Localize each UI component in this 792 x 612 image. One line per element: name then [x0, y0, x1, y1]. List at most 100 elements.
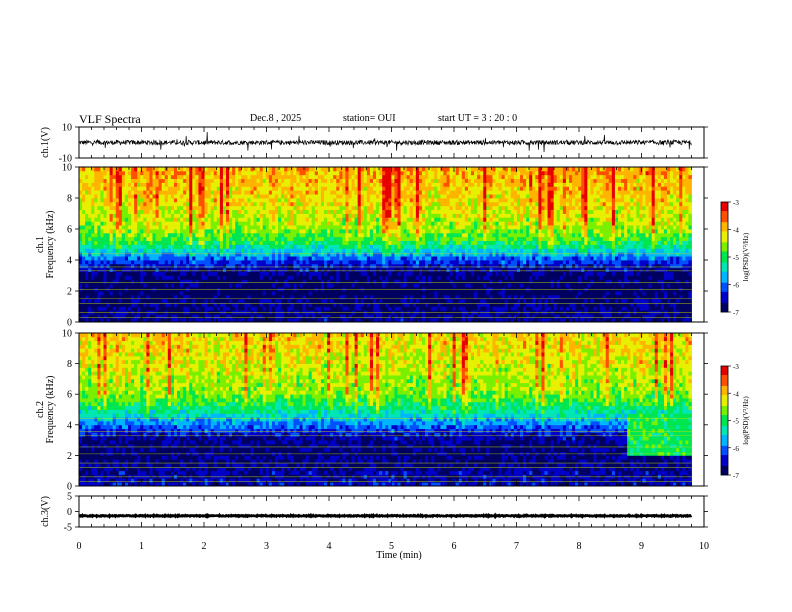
ch1-spectrogram-cell [259, 217, 264, 222]
ch1-spectrogram-cell [314, 291, 319, 296]
ch1-spectrogram-cell [400, 225, 405, 230]
ch1-spectrogram-cell [201, 186, 205, 191]
ch1-spectrogram-cell [330, 302, 334, 307]
ch1-spectrogram-cell [293, 225, 297, 230]
ch1-spectrogram-cell [406, 240, 411, 245]
ch1-spectrogram-cell [446, 201, 450, 207]
ch1-spectrogram-cell [94, 306, 98, 311]
ch1-spectrogram-cell [241, 229, 245, 234]
ch1-spectrogram-cell [382, 232, 386, 238]
ch1-spectrogram-cell [418, 167, 423, 172]
ch1-spectrogram-cell [348, 283, 352, 288]
ch1-spectrogram-cell [290, 213, 294, 218]
ch1-spectrogram-cell [226, 221, 230, 226]
ch1-spectrogram-cell [287, 201, 291, 207]
ch1-spectrogram-cell [412, 236, 417, 242]
ch1-spectrogram-cell [369, 232, 374, 238]
ch1-spectrogram-cell [88, 198, 92, 203]
ch1-spectrogram-cell [268, 190, 273, 195]
ch1-spectrogram-cell [241, 198, 245, 203]
ch1-spectrogram-cell [403, 318, 408, 323]
ch1-spectrogram-cell [149, 252, 153, 257]
ch1-spectrogram-cell [373, 298, 377, 304]
ch1-spectrogram-cell [167, 267, 172, 273]
ch1-spectrogram-cell [85, 167, 89, 172]
ch1-spectrogram-cell [287, 244, 291, 249]
ch1-spectrogram-cell [204, 221, 209, 226]
ch1-spectrogram-cell [428, 229, 432, 234]
ch1-spectrogram-cell [385, 318, 389, 323]
ch1-spectrogram-cell [213, 221, 218, 226]
ch1-spectrogram-cell [229, 236, 233, 242]
ch1-spectrogram-cell [373, 260, 377, 265]
ch1-spectrogram-cell [302, 240, 307, 245]
ch1-spectrogram-cell [360, 252, 365, 257]
ch1-spectrogram-cell [250, 205, 254, 211]
ch1-spectrogram-cell [397, 256, 401, 261]
ch1-spectrogram-cell [320, 275, 325, 280]
ch1-spectrogram-cell [409, 225, 414, 230]
ch1-spectrogram-cell [256, 205, 261, 211]
ch1-spectrogram-cell [250, 298, 254, 304]
ch1-spectrogram-cell [327, 186, 331, 191]
ch1-spectrogram-cell [397, 178, 401, 183]
ch1-spectrogram-cell [164, 221, 169, 226]
ch1-spectrogram-cell [290, 201, 294, 207]
ch1-spectrogram-cell [115, 283, 120, 288]
ch1-spectrogram-cell [143, 279, 147, 284]
ch1-spectrogram-cell [210, 248, 215, 253]
ch1-spectrogram-cell [180, 240, 184, 245]
ch1-spectrogram-cell [431, 271, 435, 276]
ch1-spectrogram-cell [216, 182, 221, 187]
ch1-spectrogram-cell [189, 205, 193, 211]
ch1-spectrogram-cell [121, 174, 126, 180]
ch1-spectrogram-cell [235, 306, 239, 311]
ch1-spectrogram-cell [394, 232, 398, 238]
ch1-spectrogram-cell [278, 298, 282, 304]
ch1-spectrogram-cell [394, 170, 398, 176]
ch1-spectrogram-cell [137, 186, 141, 191]
ch1-spectrogram-cell [443, 248, 447, 253]
ch1-spectrogram-cell [339, 229, 343, 234]
ch1-spectrogram-cell [94, 252, 98, 257]
ch1-spectrogram-cell [167, 260, 172, 265]
ch1-spectrogram-cell [256, 240, 261, 245]
ch1-spectrogram-cell [124, 201, 129, 207]
ch1-spectrogram-cell [82, 318, 86, 323]
ch1-spectrogram-cell [320, 217, 325, 222]
ch1-spectrogram-cell [97, 209, 101, 214]
ch1-spectrogram-cell [198, 248, 202, 253]
ch1-spectrogram-cell [207, 209, 212, 214]
ch1-spectrogram-cell [235, 167, 239, 172]
ch1-spectrogram-cell [348, 178, 352, 183]
ch1-spectrogram-cell [235, 260, 239, 265]
ch1-spectrogram-cell [397, 209, 401, 214]
ch1-spectrogram-cell [79, 190, 83, 195]
ch1-spectrogram-cell [373, 170, 377, 176]
ch1-spectrogram-cell [428, 225, 432, 230]
ch1-spectrogram-cell [167, 229, 172, 234]
ch1-spectrogram-cell [256, 252, 261, 257]
ch1-spectrogram-cell [256, 283, 261, 288]
ch1-spectrogram-cell [271, 248, 276, 253]
ch1-spectrogram-cell [201, 217, 205, 222]
ch1-spectrogram-cell [256, 201, 261, 207]
ch1-spectrogram-cell [140, 232, 144, 238]
ch1-spectrogram-cell [406, 283, 411, 288]
ch1-spectrogram-cell [311, 275, 316, 280]
ch1-spectrogram-cell [244, 232, 248, 238]
ch1-spectrogram-cell [287, 225, 291, 230]
ch1-spectrogram-cell [265, 271, 270, 276]
ch1-spectrogram-cell [324, 256, 328, 261]
ch1-spectrogram-cell [222, 267, 227, 273]
ch1-spectrogram-cell [131, 306, 135, 311]
ch1-spectrogram-cell [339, 263, 343, 269]
ch1-spectrogram-cell [363, 217, 368, 222]
ch1-spectrogram-cell [290, 167, 294, 172]
ch1-spectrogram-cell [412, 182, 417, 187]
ch1-spectrogram-cell [97, 314, 101, 319]
ch1-spectrogram-cell [290, 298, 294, 304]
ch1-spectrogram-cell [198, 260, 202, 265]
ch1-spectrogram-cell [232, 244, 236, 249]
ch1-spectrogram-cell [308, 318, 313, 323]
